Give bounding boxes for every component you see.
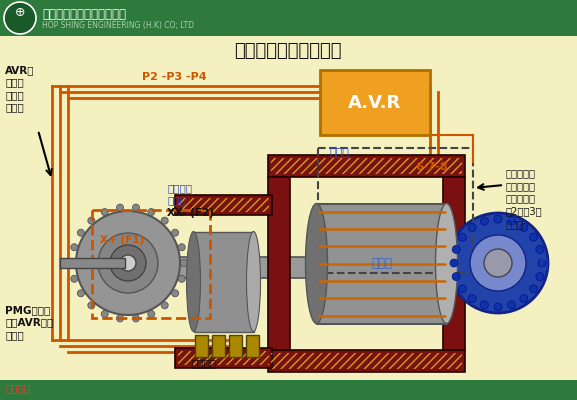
Circle shape — [77, 290, 84, 297]
Circle shape — [520, 224, 528, 232]
Circle shape — [88, 302, 95, 309]
Circle shape — [120, 255, 136, 271]
Circle shape — [69, 260, 76, 266]
Circle shape — [481, 217, 488, 225]
Circle shape — [508, 217, 516, 225]
Bar — [0, 380, 577, 382]
Text: 轴承: 轴承 — [505, 218, 518, 228]
Circle shape — [536, 246, 544, 254]
Bar — [60, 258, 125, 268]
Circle shape — [452, 272, 460, 280]
Circle shape — [536, 272, 544, 280]
Text: 轴: 轴 — [540, 258, 547, 271]
Bar — [271, 158, 462, 174]
Text: XX- (F2): XX- (F2) — [167, 208, 214, 218]
Ellipse shape — [436, 204, 458, 324]
Bar — [178, 351, 269, 365]
Circle shape — [530, 285, 538, 293]
Circle shape — [161, 302, 168, 309]
Bar — [212, 335, 225, 357]
Circle shape — [101, 208, 108, 216]
Bar — [0, 382, 577, 400]
Bar — [320, 70, 430, 135]
Bar — [443, 177, 465, 350]
Circle shape — [181, 260, 188, 266]
Bar — [175, 348, 272, 368]
Circle shape — [171, 229, 179, 236]
Circle shape — [448, 213, 548, 313]
Circle shape — [117, 315, 123, 322]
Bar — [175, 195, 272, 215]
Circle shape — [71, 275, 78, 282]
Circle shape — [148, 208, 155, 216]
Ellipse shape — [186, 232, 200, 332]
Bar — [268, 155, 465, 177]
Text: HOP SHING ENGINEERING (H.K) CO; LTD: HOP SHING ENGINEERING (H.K) CO; LTD — [42, 21, 194, 30]
Circle shape — [117, 204, 123, 211]
Circle shape — [484, 249, 512, 277]
Circle shape — [530, 233, 538, 241]
Bar — [246, 335, 259, 357]
Ellipse shape — [305, 204, 328, 324]
Circle shape — [88, 217, 95, 224]
Text: 6-7-8: 6-7-8 — [415, 162, 448, 172]
Circle shape — [161, 217, 168, 224]
Circle shape — [452, 246, 460, 254]
Bar — [229, 335, 242, 357]
Circle shape — [458, 285, 466, 293]
Circle shape — [538, 259, 546, 267]
Circle shape — [481, 301, 488, 309]
Circle shape — [77, 229, 84, 236]
Bar — [268, 350, 465, 372]
Circle shape — [148, 310, 155, 318]
Bar — [178, 198, 269, 212]
Circle shape — [98, 233, 158, 293]
Circle shape — [133, 204, 140, 211]
Circle shape — [101, 310, 108, 318]
Text: PMG提供电
源给AVR（安
装时）: PMG提供电 源给AVR（安 装时） — [5, 305, 53, 340]
Circle shape — [458, 233, 466, 241]
Circle shape — [178, 275, 185, 282]
Bar — [268, 177, 290, 350]
Bar — [271, 353, 462, 369]
Bar — [92, 210, 210, 318]
Text: 合成工程（香港）有限公司: 合成工程（香港）有限公司 — [42, 8, 126, 21]
Text: 主定子: 主定子 — [330, 148, 350, 158]
Bar — [318, 148, 473, 273]
Circle shape — [178, 244, 185, 251]
Text: 励磁转子
和定子: 励磁转子 和定子 — [167, 183, 192, 206]
Ellipse shape — [246, 232, 260, 332]
Bar — [0, 0, 577, 36]
Text: 主转子: 主转子 — [371, 257, 392, 270]
Circle shape — [4, 2, 36, 34]
Text: P2 -P3 -P4: P2 -P3 -P4 — [142, 72, 207, 82]
Circle shape — [171, 290, 179, 297]
Circle shape — [520, 294, 528, 302]
Circle shape — [468, 294, 476, 302]
Bar — [317, 204, 447, 324]
Bar — [195, 335, 208, 357]
Circle shape — [110, 245, 146, 281]
Text: AVR输
出直流
电给励
磁定子: AVR输 出直流 电给励 磁定子 — [5, 65, 35, 112]
Circle shape — [508, 301, 516, 309]
Circle shape — [450, 259, 458, 267]
Text: 从主定子来
的交流电源
和传感信号
（2相或3相
感应）: 从主定子来 的交流电源 和传感信号 （2相或3相 感应） — [505, 168, 542, 229]
Circle shape — [470, 235, 526, 291]
Circle shape — [133, 315, 140, 322]
Text: A.V.R: A.V.R — [349, 94, 402, 112]
Circle shape — [494, 303, 502, 311]
Text: ⊕: ⊕ — [15, 6, 25, 20]
Text: 整流模块: 整流模块 — [192, 358, 217, 368]
Text: X+ (F1): X+ (F1) — [100, 235, 144, 245]
Circle shape — [71, 244, 78, 251]
Circle shape — [76, 211, 180, 315]
Circle shape — [494, 215, 502, 223]
Circle shape — [468, 224, 476, 232]
Text: 内部培训: 内部培训 — [6, 383, 31, 393]
Bar — [90, 257, 540, 278]
Bar — [193, 232, 253, 332]
Text: 发电机基本结构和电路: 发电机基本结构和电路 — [234, 42, 342, 60]
